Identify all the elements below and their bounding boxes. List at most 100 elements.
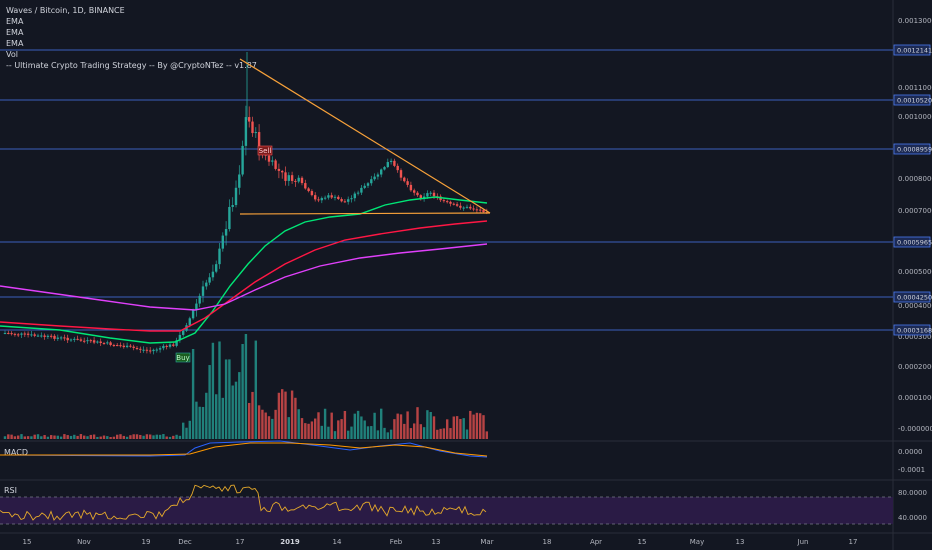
candle[interactable] [53, 335, 56, 339]
candle[interactable] [317, 199, 320, 201]
descending-trendline[interactable] [239, 58, 491, 214]
candle[interactable] [162, 345, 165, 349]
candle[interactable] [281, 170, 284, 173]
candle[interactable] [472, 208, 475, 210]
candle[interactable] [33, 334, 36, 336]
candle[interactable] [66, 337, 69, 341]
candle[interactable] [320, 198, 323, 201]
candle[interactable] [7, 332, 10, 334]
candle[interactable] [455, 204, 459, 206]
candle[interactable] [284, 172, 287, 181]
candle[interactable] [356, 192, 360, 194]
candle[interactable] [244, 117, 248, 146]
legend-ema-2[interactable]: EMA [6, 28, 24, 37]
candle[interactable] [347, 199, 350, 202]
candle[interactable] [327, 195, 330, 198]
candle[interactable] [86, 340, 89, 342]
candle[interactable] [122, 345, 125, 348]
candle[interactable] [20, 333, 23, 335]
legend-strategy[interactable]: -- Ultimate Crypto Trading Strategy -- B… [6, 61, 257, 70]
candle[interactable] [208, 277, 211, 283]
candle[interactable] [155, 349, 158, 351]
candle[interactable] [102, 342, 106, 344]
candle[interactable] [294, 180, 297, 182]
candle[interactable] [426, 193, 429, 197]
candle[interactable] [290, 175, 294, 181]
candle[interactable] [228, 206, 231, 230]
candle[interactable] [257, 132, 261, 154]
candle[interactable] [370, 179, 373, 184]
candle[interactable] [366, 183, 370, 186]
candle[interactable] [399, 170, 403, 178]
legend-volume[interactable]: Vol [6, 50, 18, 59]
candle[interactable] [50, 335, 53, 337]
candle[interactable] [92, 340, 96, 343]
candle[interactable] [271, 160, 274, 162]
candle[interactable] [132, 346, 135, 348]
candle[interactable] [224, 229, 228, 236]
candle[interactable] [330, 195, 333, 198]
candle[interactable] [30, 334, 33, 336]
candle[interactable] [109, 342, 112, 345]
candle[interactable] [323, 197, 327, 199]
candle[interactable] [241, 145, 244, 175]
candle[interactable] [254, 132, 257, 134]
candle[interactable] [79, 339, 83, 341]
candle[interactable] [373, 176, 376, 180]
candle[interactable] [76, 338, 79, 340]
candle[interactable] [83, 340, 86, 342]
candle[interactable] [178, 334, 182, 341]
candle[interactable] [274, 160, 277, 169]
candle[interactable] [409, 184, 413, 191]
candle[interactable] [469, 206, 472, 209]
candle[interactable] [195, 303, 198, 310]
candle[interactable] [389, 160, 393, 163]
candle[interactable] [465, 206, 469, 208]
candle[interactable] [182, 330, 185, 335]
candle[interactable] [479, 209, 482, 211]
candle[interactable] [221, 235, 224, 249]
ema-slow-line[interactable] [0, 243, 488, 311]
candle[interactable] [215, 264, 218, 272]
candle[interactable] [188, 318, 191, 326]
candle[interactable] [386, 162, 389, 168]
candle[interactable] [419, 195, 422, 199]
candle[interactable] [116, 345, 119, 347]
candle[interactable] [129, 345, 132, 347]
candle[interactable] [201, 286, 205, 296]
candle[interactable] [56, 337, 59, 339]
candle[interactable] [112, 344, 116, 346]
candle[interactable] [43, 335, 46, 337]
candle[interactable] [63, 337, 66, 339]
candle[interactable] [277, 168, 281, 171]
candle[interactable] [234, 187, 238, 206]
candle[interactable] [175, 340, 178, 346]
candle[interactable] [383, 167, 386, 170]
candle[interactable] [333, 196, 337, 198]
candle[interactable] [442, 200, 446, 202]
candle[interactable] [139, 348, 142, 350]
candle[interactable] [99, 341, 102, 343]
candle[interactable] [406, 181, 409, 185]
candle[interactable] [3, 332, 7, 334]
legend-ema-1[interactable]: EMA [6, 17, 24, 26]
candle[interactable] [172, 344, 175, 346]
ema-fast-line[interactable] [0, 196, 488, 344]
candle[interactable] [459, 205, 462, 208]
candle[interactable] [429, 192, 432, 194]
candle[interactable] [353, 193, 356, 199]
candle[interactable] [10, 333, 13, 335]
candle[interactable] [248, 117, 251, 122]
candle[interactable] [89, 340, 92, 342]
candle[interactable] [482, 209, 485, 213]
candle[interactable] [165, 345, 168, 347]
candle[interactable] [337, 196, 340, 200]
candle[interactable] [40, 335, 43, 337]
candle[interactable] [96, 341, 99, 343]
candle[interactable] [376, 174, 380, 177]
candle[interactable] [307, 188, 310, 192]
candle[interactable] [135, 347, 139, 349]
candle[interactable] [198, 295, 201, 304]
